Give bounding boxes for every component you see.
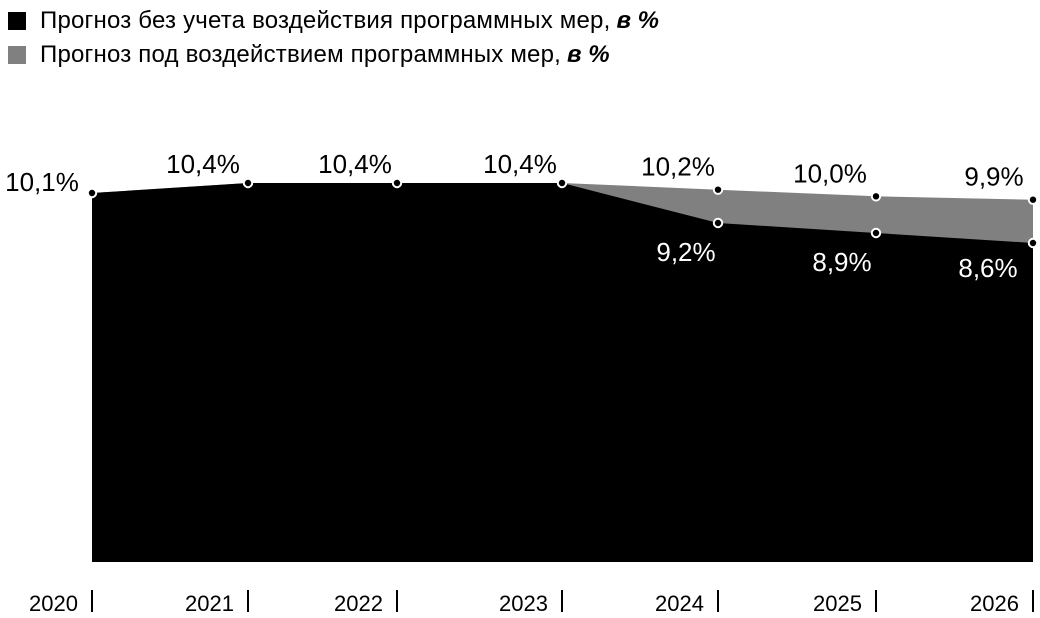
data-label-baseline-2023: 10,4% bbox=[483, 149, 557, 179]
legend-unit-program: в % bbox=[567, 41, 610, 68]
legend-swatch-program bbox=[8, 46, 26, 64]
data-label-baseline-2025: 10,0% bbox=[793, 158, 867, 188]
x-tick-label-2024: 2024 bbox=[655, 591, 704, 616]
x-tick-label-2021: 2021 bbox=[185, 591, 234, 616]
data-label-baseline-2024: 10,2% bbox=[641, 152, 715, 182]
legend-label-baseline: Прогноз без учета воздействия программны… bbox=[40, 7, 611, 34]
data-label-program-2025: 8,9% bbox=[812, 247, 871, 277]
x-tick-label-2022: 2022 bbox=[334, 591, 383, 616]
x-tick-label-2025: 2025 bbox=[813, 591, 862, 616]
legend: Прогноз без учета воздействия программны… bbox=[8, 4, 659, 72]
x-tick-label-2020: 2020 bbox=[29, 591, 78, 616]
data-label-baseline-2026: 9,9% bbox=[964, 162, 1023, 192]
point-baseline-2020 bbox=[86, 187, 98, 199]
x-tick-label-2023: 2023 bbox=[499, 591, 548, 616]
data-label-baseline-2022: 10,4% bbox=[318, 149, 392, 179]
point-baseline-2026 bbox=[1027, 194, 1039, 205]
point-program-2025 bbox=[870, 227, 882, 239]
point-baseline-2022 bbox=[391, 177, 403, 189]
point-baseline-2021 bbox=[242, 177, 254, 189]
point-program-2026 bbox=[1027, 237, 1039, 249]
data-label-baseline-2021: 10,4% bbox=[166, 149, 240, 179]
data-label-baseline-2020: 10,1% bbox=[5, 167, 79, 197]
point-program-2024 bbox=[712, 217, 724, 229]
point-baseline-2024 bbox=[712, 184, 724, 195]
legend-item-baseline: Прогноз без учета воздействия программны… bbox=[8, 4, 659, 38]
point-baseline-2025 bbox=[870, 191, 882, 202]
legend-swatch-baseline bbox=[8, 12, 26, 30]
data-label-program-2026: 8,6% bbox=[958, 253, 1017, 283]
point-baseline-2023 bbox=[556, 177, 568, 189]
legend-label-program: Прогноз под воздействием программных мер… bbox=[40, 41, 562, 68]
legend-item-program: Прогноз под воздействием программных мер… bbox=[8, 38, 659, 72]
legend-unit-baseline: в % bbox=[616, 7, 659, 34]
x-tick-label-2026: 2026 bbox=[970, 591, 1019, 616]
data-label-program-2024: 9,2% bbox=[656, 237, 715, 267]
series-area-program bbox=[92, 183, 1033, 562]
